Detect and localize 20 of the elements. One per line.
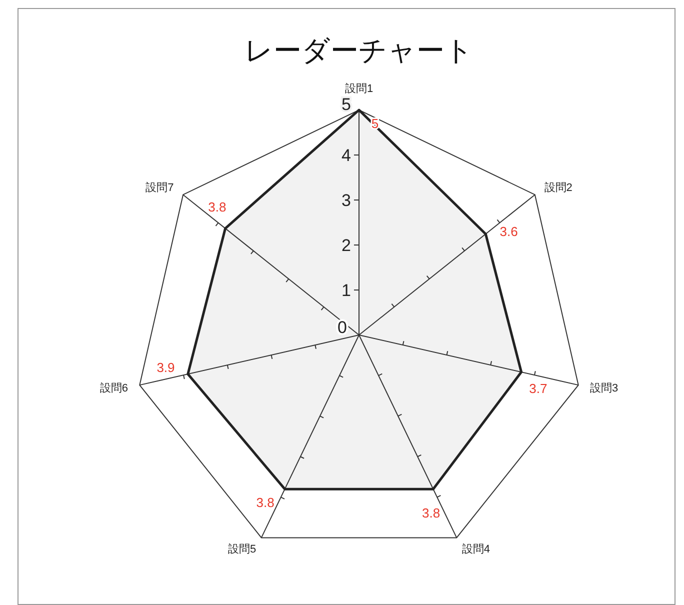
data-label: 3.8 <box>208 200 226 215</box>
spoke-label: 設問5 <box>228 542 256 556</box>
y-tick-label: 5 <box>342 95 351 114</box>
spoke-label: 設問1 <box>344 82 374 95</box>
y-tick-label: 1 <box>342 281 351 300</box>
data-label: 3.8 <box>256 494 274 510</box>
spoke-label: 設問2 <box>544 181 572 194</box>
y-tick-label: 3 <box>342 191 351 210</box>
chart-title: レーダーチャート <box>244 35 474 66</box>
y-tick-label: 4 <box>342 146 351 165</box>
y-tick-label: 2 <box>342 236 351 255</box>
spoke-label: 設問4 <box>462 542 490 556</box>
data-label: 3.6 <box>500 224 518 239</box>
data-label: 3.8 <box>422 505 440 520</box>
spoke-label: 設問6 <box>100 382 128 395</box>
data-label: 3.9 <box>156 360 175 375</box>
spoke-label: 設問7 <box>146 181 174 194</box>
y-tick-label: 0 <box>338 318 347 337</box>
data-label: 3.7 <box>529 381 548 396</box>
spoke-label: 設問3 <box>590 382 618 395</box>
